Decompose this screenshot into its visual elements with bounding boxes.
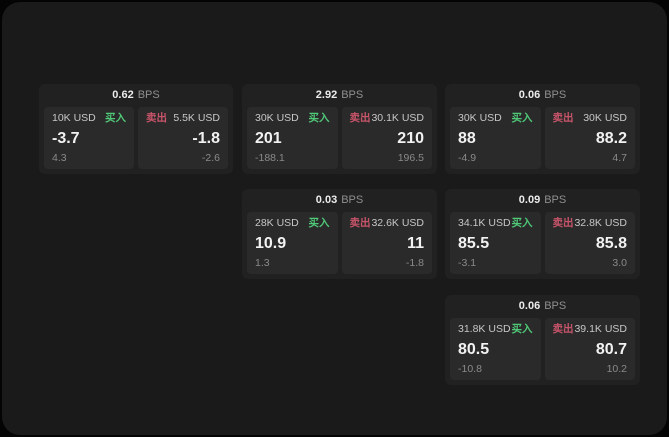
- bps-unit-label: BPS: [341, 89, 364, 101]
- card-bps-header: 0.62 BPS: [44, 87, 228, 104]
- sell-amount: 32.6K USD: [371, 217, 424, 229]
- sell-quote-tile[interactable]: 卖出 39.1K USD 80.7 10.2: [544, 318, 635, 380]
- sell-quote-tile[interactable]: 卖出 32.8K USD 85.8 3.0: [544, 212, 635, 274]
- quote-card: 0.06 BPS 31.8K USD 买入 80.5 -10.8 卖出 39.1K…: [445, 295, 640, 385]
- buy-price: 88: [458, 129, 476, 147]
- buy-price: 85.5: [458, 234, 490, 252]
- sell-price: -1.8: [192, 129, 220, 147]
- buy-price: 201: [255, 129, 282, 147]
- sell-amount: 30.1K USD: [371, 112, 424, 124]
- buy-tag: 买入: [308, 112, 330, 124]
- sell-quote-tile[interactable]: 卖出 32.6K USD 11 -1.8: [341, 212, 432, 274]
- buy-tag: 买入: [511, 217, 533, 229]
- sell-price: 85.8: [595, 234, 627, 252]
- sell-quote-tile[interactable]: 卖出 5.5K USD -1.8 -2.6: [138, 107, 228, 169]
- sell-delta: 3.0: [612, 257, 627, 269]
- quote-card: 0.03 BPS 28K USD 买入 10.9 1.3 卖出 32.6K USD…: [242, 189, 437, 279]
- bps-unit-label: BPS: [544, 194, 567, 206]
- bps-value: 0.03: [315, 194, 338, 206]
- buy-amount: 31.8K USD: [458, 323, 511, 335]
- sell-price: 88.2: [595, 129, 627, 147]
- buy-tag: 买入: [308, 217, 330, 229]
- sell-quote-tile[interactable]: 卖出 30K USD 88.2 4.7: [544, 107, 635, 169]
- sell-tag: 卖出: [146, 112, 167, 124]
- sell-tag: 卖出: [349, 112, 371, 124]
- sell-delta: -2.6: [201, 152, 220, 164]
- buy-tag: 买入: [511, 112, 533, 124]
- card-bps-header: 0.06 BPS: [450, 298, 635, 315]
- sell-delta: -1.8: [405, 257, 424, 269]
- sell-amount: 30K USD: [583, 112, 627, 124]
- card-bps-header: 2.92 BPS: [247, 87, 432, 104]
- bps-unit-label: BPS: [341, 194, 364, 206]
- sell-tag: 卖出: [552, 323, 574, 335]
- buy-delta: -10.8: [458, 363, 482, 375]
- buy-tag: 买入: [105, 112, 126, 124]
- buy-quote-tile[interactable]: 30K USD 买入 88 -4.9: [450, 107, 541, 169]
- sell-price: 210: [397, 129, 424, 147]
- bps-unit-label: BPS: [544, 89, 567, 101]
- bps-value: 0.06: [518, 300, 541, 312]
- bps-value: 0.09: [518, 194, 541, 206]
- sell-tag: 卖出: [552, 112, 574, 124]
- buy-delta: 1.3: [255, 257, 270, 269]
- card-bps-header: 0.03 BPS: [247, 192, 432, 209]
- card-bps-header: 0.09 BPS: [450, 192, 635, 209]
- sell-delta: 4.7: [612, 152, 627, 164]
- bps-value: 0.06: [518, 89, 541, 101]
- bps-unit-label: BPS: [544, 300, 567, 312]
- quote-card: 0.62 BPS 10K USD 买入 -3.7 4.3 卖出 5.5K USD …: [39, 84, 233, 174]
- buy-quote-tile[interactable]: 34.1K USD 买入 85.5 -3.1: [450, 212, 541, 274]
- buy-quote-tile[interactable]: 28K USD 买入 10.9 1.3: [247, 212, 338, 274]
- buy-quote-tile[interactable]: 10K USD 买入 -3.7 4.3: [44, 107, 134, 169]
- buy-price: 80.5: [458, 340, 490, 358]
- buy-amount: 34.1K USD: [458, 217, 511, 229]
- bps-value: 0.62: [112, 89, 134, 101]
- buy-price: -3.7: [52, 129, 80, 147]
- buy-price: 10.9: [255, 234, 287, 252]
- sell-tag: 卖出: [349, 217, 371, 229]
- sell-tag: 卖出: [552, 217, 574, 229]
- quote-card: 0.09 BPS 34.1K USD 买入 85.5 -3.1 卖出 32.8K …: [445, 189, 640, 279]
- buy-quote-tile[interactable]: 31.8K USD 买入 80.5 -10.8: [450, 318, 541, 380]
- buy-delta: -188.1: [255, 152, 285, 164]
- bps-unit-label: BPS: [137, 89, 160, 101]
- sell-amount: 5.5K USD: [173, 112, 220, 124]
- buy-amount: 30K USD: [255, 112, 299, 124]
- bps-value: 2.92: [315, 89, 338, 101]
- sell-amount: 39.1K USD: [574, 323, 627, 335]
- sell-amount: 32.8K USD: [574, 217, 627, 229]
- buy-amount: 10K USD: [52, 112, 96, 124]
- sell-delta: 196.5: [397, 152, 424, 164]
- buy-tag: 买入: [511, 323, 533, 335]
- card-bps-header: 0.06 BPS: [450, 87, 635, 104]
- sell-quote-tile[interactable]: 卖出 30.1K USD 210 196.5: [341, 107, 432, 169]
- buy-quote-tile[interactable]: 30K USD 买入 201 -188.1: [247, 107, 338, 169]
- quote-card: 2.92 BPS 30K USD 买入 201 -188.1 卖出 30.1K U…: [242, 84, 437, 174]
- buy-delta: 4.3: [52, 152, 67, 164]
- buy-amount: 28K USD: [255, 217, 299, 229]
- quote-card: 0.06 BPS 30K USD 买入 88 -4.9 卖出 30K USD 88…: [445, 84, 640, 174]
- buy-delta: -3.1: [458, 257, 477, 269]
- sell-price: 80.7: [595, 340, 627, 358]
- sell-price: 11: [407, 234, 424, 252]
- buy-amount: 30K USD: [458, 112, 502, 124]
- buy-delta: -4.9: [458, 152, 477, 164]
- sell-delta: 10.2: [606, 363, 627, 375]
